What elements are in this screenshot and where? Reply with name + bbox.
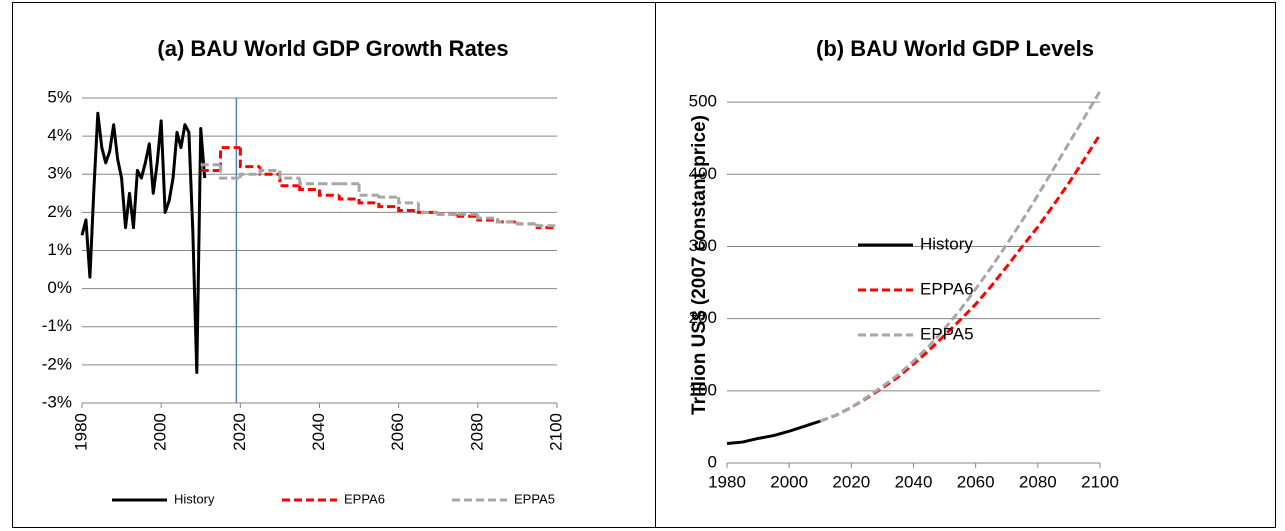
panel-frame — [655, 2, 1276, 528]
step-segment — [337, 195, 360, 201]
step-segment — [318, 189, 340, 197]
y-axis-label: Trillion US$ (2007 constant price) — [689, 115, 710, 415]
legend-label: EPPA5 — [514, 491, 555, 506]
chart-title: (a) BAU World GDP Growth Rates — [157, 36, 508, 61]
step-segment — [397, 197, 419, 205]
y-tick-label: -2% — [42, 354, 72, 373]
step-segment — [278, 174, 300, 188]
step-segment — [219, 146, 241, 171]
legend-label: EPPA5 — [920, 324, 974, 343]
x-tick-label: 1980 — [708, 472, 746, 491]
step-segment — [416, 210, 439, 214]
step-segment — [377, 202, 399, 209]
legend-label: History — [174, 491, 215, 506]
series-line — [726, 419, 821, 446]
x-tick-label: 2060 — [957, 472, 995, 491]
step-segment — [298, 185, 320, 191]
series-line — [80, 111, 207, 374]
x-tick-label: 2040 — [309, 413, 328, 451]
y-tick-label: 5% — [47, 87, 72, 106]
x-tick-label: 2080 — [467, 413, 486, 451]
x-tick-label: 2020 — [832, 472, 870, 491]
y-tick-label: 300 — [689, 236, 717, 255]
step-segment — [357, 199, 379, 205]
step-segment — [397, 206, 419, 212]
step-segment — [258, 168, 280, 175]
step-segment — [238, 147, 261, 169]
x-tick-label: 2100 — [546, 413, 565, 451]
y-tick-label: 200 — [689, 308, 717, 327]
x-tick-label: 2000 — [151, 413, 170, 451]
y-tick-label: 2% — [47, 202, 72, 221]
legend-label: EPPA6 — [344, 491, 385, 506]
x-tick-label: 1980 — [71, 413, 90, 451]
step-segment — [238, 172, 261, 179]
step-segment — [377, 195, 399, 199]
y-tick-label: 500 — [689, 92, 717, 111]
y-tick-label: -1% — [42, 316, 72, 335]
x-tick-label: 2100 — [1081, 472, 1119, 491]
step-segment — [416, 202, 439, 214]
step-segment — [219, 164, 241, 180]
step-segment — [496, 218, 518, 224]
chart-title: (b) BAU World GDP Levels — [816, 36, 1094, 61]
series-line — [819, 90, 1102, 423]
step-segment — [357, 183, 379, 197]
legend-label: EPPA6 — [920, 279, 974, 298]
x-tick-label: 2040 — [895, 472, 933, 491]
y-tick-label: 4% — [47, 126, 72, 145]
x-tick-label: 2060 — [388, 413, 407, 451]
x-tick-label: 2020 — [230, 413, 249, 451]
y-tick-label: -3% — [42, 392, 72, 411]
step-segment — [515, 221, 538, 226]
step-segment — [298, 178, 320, 186]
series-line — [819, 133, 1102, 423]
y-tick-label: 400 — [689, 164, 717, 183]
x-tick-label: 2080 — [1019, 472, 1057, 491]
step-segment — [535, 223, 557, 228]
y-tick-label: 0% — [47, 278, 72, 297]
y-tick-label: 3% — [47, 164, 72, 183]
step-segment — [278, 170, 300, 180]
y-tick-label: 1% — [47, 240, 72, 259]
step-segment — [476, 214, 498, 220]
step-segment — [436, 212, 459, 216]
y-tick-label: 0 — [708, 452, 717, 471]
x-tick-label: 2000 — [770, 472, 808, 491]
y-tick-label: 100 — [689, 380, 717, 399]
legend-label: History — [920, 234, 973, 253]
